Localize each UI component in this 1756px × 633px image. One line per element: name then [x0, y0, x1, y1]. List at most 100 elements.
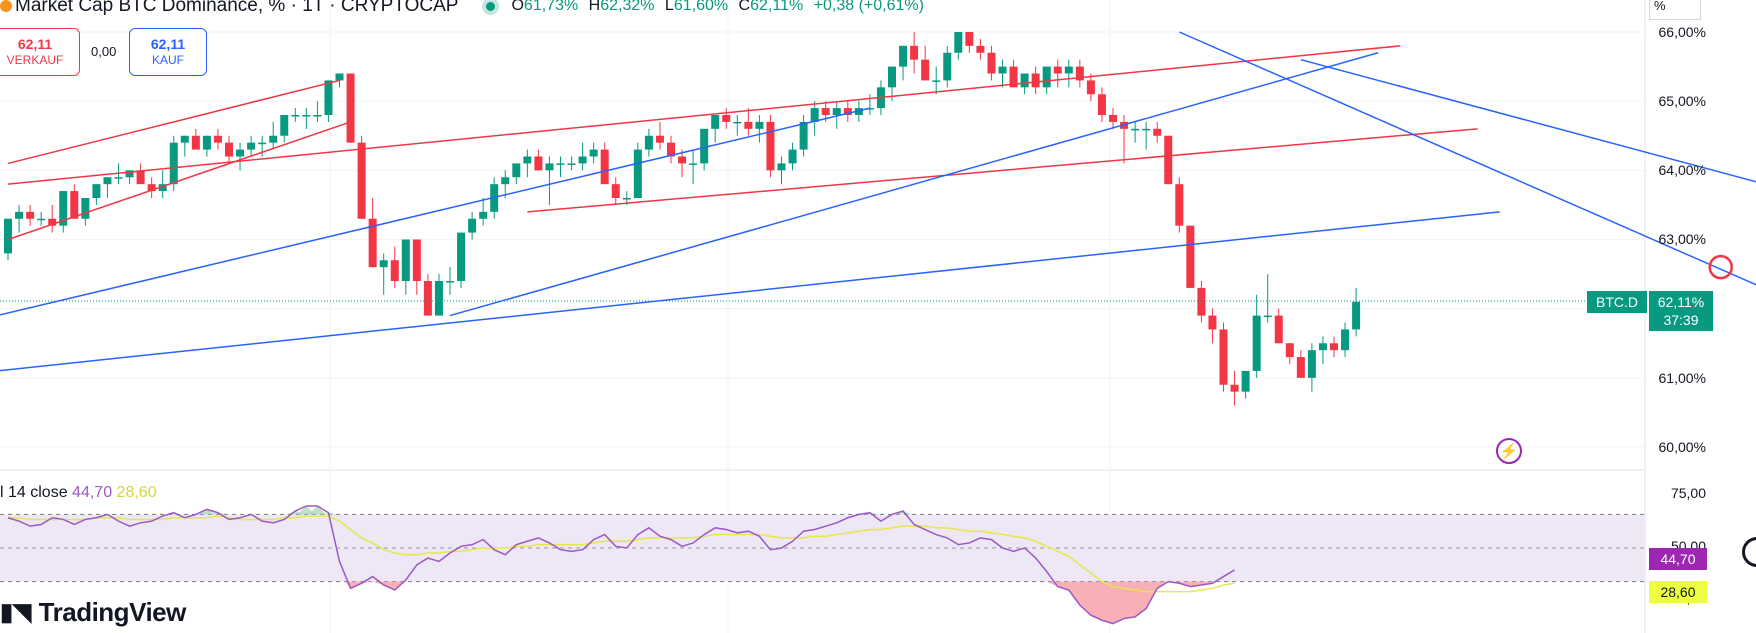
buy-label: KAUF [151, 53, 184, 67]
red-trendline [527, 128, 1478, 213]
rsi-ma-badge: 28,60 [1649, 581, 1707, 603]
lightning-icon[interactable]: ⚡ [1496, 438, 1522, 464]
sell-button[interactable]: 62,11 VERKAUF [0, 28, 80, 76]
candle-up [810, 108, 819, 122]
candle-up [1241, 370, 1250, 392]
rsi-overbought-fill [308, 506, 327, 515]
candle-up [247, 142, 256, 150]
candle-up [202, 135, 211, 150]
candle-up [777, 163, 786, 171]
bar-countdown: 37:39 [1663, 312, 1699, 328]
candle-down [534, 156, 543, 171]
candle-up [1307, 350, 1316, 378]
candle-up [1318, 343, 1327, 351]
red-trendline [7, 45, 1401, 185]
candle-down [766, 121, 775, 171]
candle-down [722, 115, 731, 122]
candle-up [15, 211, 24, 219]
candle-up [567, 163, 576, 165]
candle-up [512, 163, 521, 178]
candle-up [788, 149, 797, 164]
symbol-title[interactable]: Market Cap BTC Dominance, % · 1T · CRYPT… [15, 0, 459, 16]
candle-down [611, 184, 620, 198]
candle-up [324, 80, 333, 115]
candle-down [1285, 343, 1294, 358]
axis-unit-button[interactable]: % [1649, 0, 1701, 20]
candle-up [1341, 329, 1350, 351]
tradingview-logo-icon: ▮◥ [0, 599, 31, 626]
candle-up [954, 32, 963, 53]
candle-up [711, 115, 720, 129]
candle-up [401, 239, 410, 281]
candle-down [1197, 287, 1206, 316]
candle-down [987, 52, 996, 74]
rsi-overbought-fill [198, 509, 216, 515]
rsi-tick: 75,00 [1670, 485, 1706, 501]
brand-name: TradingView [38, 597, 187, 627]
candle-down [357, 142, 366, 219]
candle-down [390, 260, 399, 281]
candle-up [92, 184, 101, 198]
candle-down [1296, 357, 1305, 378]
candle-up [633, 149, 642, 198]
candle-down [1330, 343, 1338, 351]
blue-trendline [0, 107, 871, 316]
candle-down [1230, 384, 1239, 392]
candle-up [1020, 73, 1029, 88]
ohlc-open-key: O [511, 0, 524, 14]
candle-up [1131, 128, 1140, 131]
rsi-band [0, 514, 1645, 582]
buy-button[interactable]: 62,11 KAUF [129, 28, 207, 76]
candle-up [556, 163, 565, 165]
candle-up [59, 191, 68, 226]
ohlc-change-value: +0,38 (+0,61%) [813, 0, 924, 14]
red-trendline [7, 79, 340, 165]
candle-up [169, 142, 178, 185]
candle-down [147, 184, 156, 192]
candle-down [346, 73, 355, 143]
price-tick: 63,00% [1658, 231, 1706, 247]
rsi-legend[interactable]: l 14 close 44,70 28,60 [0, 484, 157, 502]
candle-up [258, 142, 267, 145]
candle-down [1186, 225, 1195, 288]
rsi-ma-legend-value: 28,60 [116, 484, 157, 501]
tradingview-logo[interactable]: ▮◥ TradingView [0, 597, 186, 628]
symbol-badge: BTC.D [1587, 291, 1647, 313]
candle-up [291, 115, 300, 117]
blue-trendline [1300, 58, 1756, 183]
candle-up [468, 218, 477, 233]
candle-up [379, 260, 388, 268]
candle-up [689, 163, 698, 165]
candle-up [81, 198, 90, 219]
chart-header: Market Cap BTC Dominance, % · 1T · CRYPT… [0, 0, 930, 19]
candle-up [4, 218, 12, 254]
candle-down [1053, 66, 1062, 74]
candle-down [1109, 115, 1117, 122]
rsi-ma-line [8, 515, 1235, 593]
candle-down [136, 170, 145, 185]
candle-up [545, 163, 554, 171]
candle-down [667, 142, 675, 157]
candle-down [412, 239, 421, 281]
candle-up [37, 218, 46, 221]
candle-down [1086, 80, 1095, 95]
candle-down [1031, 73, 1040, 88]
candle-up [755, 121, 764, 129]
candle-up [523, 156, 532, 164]
candle-down [1009, 66, 1018, 88]
hand-drawn-circle [1708, 254, 1733, 280]
candle-down [423, 281, 432, 316]
candle-up [644, 135, 653, 150]
candle-up [180, 135, 189, 143]
symbol-logo-icon [0, 0, 12, 12]
candle-up [943, 52, 952, 81]
candle-up [1064, 66, 1073, 74]
candle-up [578, 156, 587, 164]
candle-down [600, 149, 609, 185]
price-badge: 62,11% 37:39 [1649, 291, 1713, 331]
candle-up [479, 211, 488, 219]
candle-up [125, 170, 134, 178]
blue-trendline [449, 52, 1379, 317]
candle-up [622, 198, 631, 200]
